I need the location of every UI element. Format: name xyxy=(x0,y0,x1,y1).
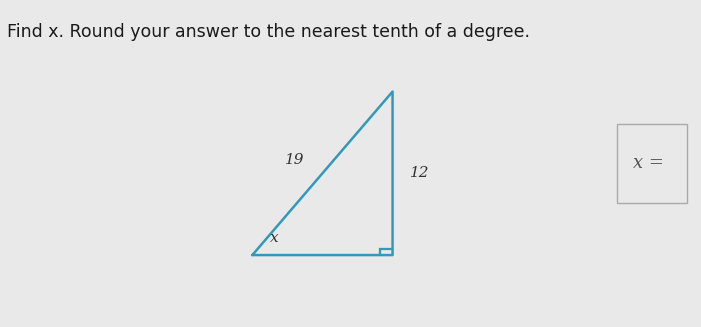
FancyBboxPatch shape xyxy=(617,124,687,203)
Text: Find x. Round your answer to the nearest tenth of a degree.: Find x. Round your answer to the nearest… xyxy=(7,23,530,41)
Text: 19: 19 xyxy=(285,153,305,167)
Text: 12: 12 xyxy=(410,166,430,180)
Text: x =: x = xyxy=(633,154,664,173)
Text: x: x xyxy=(270,231,278,245)
